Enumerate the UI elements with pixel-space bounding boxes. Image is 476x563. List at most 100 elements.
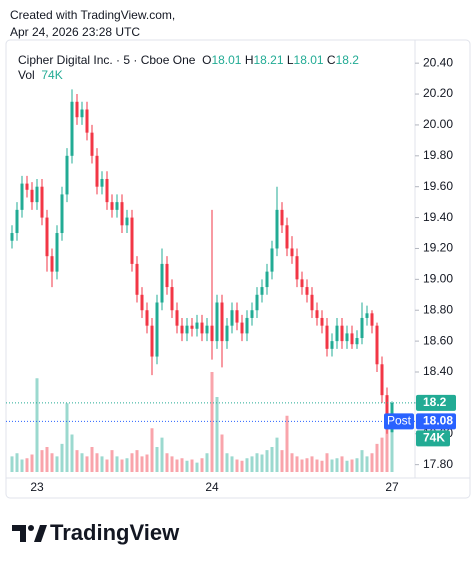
candle-body [65, 155, 69, 195]
volume-bar [330, 459, 334, 472]
volume-bar [300, 459, 304, 472]
watermark: Apr 24, 2026 23:28 UTC [10, 25, 141, 39]
volume-bar [130, 453, 134, 472]
volume-bar [380, 437, 384, 472]
candle-body [100, 178, 104, 187]
candle-body [90, 132, 94, 156]
candle-body [120, 202, 124, 226]
post-badge [384, 413, 414, 430]
volume-bar [360, 450, 364, 472]
candle-body [45, 217, 49, 257]
volume-bar [210, 372, 214, 472]
candle-body [130, 217, 134, 264]
volume-bar [335, 458, 339, 472]
candle-body [370, 313, 374, 326]
y-tick-label: 19.00 [423, 272, 453, 286]
candle-body [365, 313, 369, 318]
volume-bar [75, 450, 79, 472]
candle-body [305, 287, 309, 295]
candle-body [20, 183, 24, 210]
volume-bar [110, 450, 114, 472]
candle-body [220, 302, 224, 342]
candle-body [175, 310, 179, 326]
candle-body [250, 310, 254, 318]
y-tick-label: 19.80 [423, 148, 453, 162]
post-label: Post [387, 414, 412, 428]
volume-bar [30, 454, 34, 472]
candle-body [315, 310, 319, 318]
candle-body [260, 287, 264, 295]
candle-body [345, 333, 349, 342]
volume-bar [145, 454, 149, 472]
volume-bar [100, 456, 104, 472]
volume-bar [125, 458, 129, 472]
brand: TradingView [50, 520, 180, 545]
ohlc-value: 18.01 [211, 53, 242, 67]
legend: Cipher Digital Inc. · 5 · Cboe One O18.0… [18, 53, 390, 67]
volume-bar [280, 450, 284, 472]
candle-body [290, 248, 294, 257]
volume-bar [320, 460, 324, 472]
candle-body [50, 256, 54, 272]
volume-bar [25, 458, 29, 472]
candle-body [245, 317, 249, 334]
candle-body [165, 263, 169, 288]
ohlc-label: L [286, 53, 294, 67]
volume-bar [215, 397, 219, 472]
candle-body [340, 325, 344, 342]
candle-body [350, 333, 354, 345]
volume-bar [95, 453, 99, 472]
post-price-badge [416, 413, 456, 430]
last-price-badge [416, 394, 456, 411]
y-tick-label: 20.20 [423, 86, 453, 100]
volume-bar [165, 453, 169, 472]
volume-bar [45, 447, 49, 472]
candle-body [375, 325, 379, 365]
y-tick-label: 20.00 [423, 117, 453, 131]
volume-bar [105, 459, 109, 472]
candle-body [115, 202, 119, 210]
y-tick-label: 19.40 [423, 210, 453, 224]
candle-body [125, 217, 129, 226]
candle-body [310, 294, 314, 311]
volume-bar [220, 434, 224, 472]
volume-bar [295, 456, 299, 472]
ohlc-value: 18.01 [293, 53, 324, 67]
volume-bar [265, 450, 269, 472]
y-tick-label: 18.80 [423, 302, 453, 316]
candle-body [385, 395, 389, 427]
volume-bar [290, 453, 294, 472]
candle-body [205, 325, 209, 334]
volume-bar [15, 453, 19, 472]
candle-body [230, 310, 234, 326]
volume-bar [120, 459, 124, 472]
volume-bar [365, 456, 369, 472]
volume-bar [310, 456, 314, 472]
candle-body [70, 101, 74, 156]
candle-body [265, 271, 269, 288]
logo [12, 525, 47, 542]
candle-body [145, 310, 149, 326]
symbol-title: Cipher Digital Inc. · 5 · Cboe One [18, 53, 196, 67]
volume-bar [225, 453, 229, 472]
volume-bar [245, 458, 249, 472]
ohlc-label: C [326, 53, 336, 67]
candle-body [160, 263, 164, 303]
y-tick-label: 18.60 [423, 333, 453, 347]
volume-badge-label: 74K [423, 431, 445, 445]
volume-bar [340, 456, 344, 472]
volume-bar [55, 456, 59, 472]
volume-bar [260, 454, 264, 472]
candle-body [35, 186, 39, 203]
candle-body [295, 256, 299, 280]
candle-body [55, 233, 59, 272]
candle-body [360, 317, 364, 339]
candle-body [225, 325, 229, 342]
volume-bar [85, 456, 89, 472]
candle-body [380, 364, 384, 396]
candle-body [80, 109, 84, 118]
candle-body [325, 325, 329, 349]
candle-body [85, 109, 89, 133]
